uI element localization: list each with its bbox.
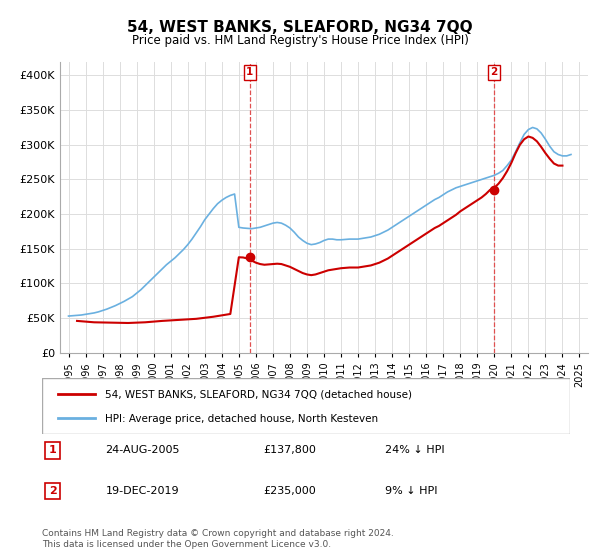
Text: £137,800: £137,800 [264, 445, 317, 455]
Text: Price paid vs. HM Land Registry's House Price Index (HPI): Price paid vs. HM Land Registry's House … [131, 34, 469, 46]
Text: 2: 2 [49, 486, 56, 496]
Text: HPI: Average price, detached house, North Kesteven: HPI: Average price, detached house, Nort… [106, 414, 379, 424]
Text: 24% ↓ HPI: 24% ↓ HPI [385, 445, 445, 455]
Text: 1: 1 [246, 67, 254, 77]
Text: 19-DEC-2019: 19-DEC-2019 [106, 486, 179, 496]
Text: 2: 2 [490, 67, 497, 77]
Text: 54, WEST BANKS, SLEAFORD, NG34 7QQ (detached house): 54, WEST BANKS, SLEAFORD, NG34 7QQ (deta… [106, 390, 412, 400]
Text: Contains HM Land Registry data © Crown copyright and database right 2024.: Contains HM Land Registry data © Crown c… [42, 529, 394, 538]
Text: 54, WEST BANKS, SLEAFORD, NG34 7QQ: 54, WEST BANKS, SLEAFORD, NG34 7QQ [127, 20, 473, 35]
FancyBboxPatch shape [42, 378, 570, 434]
Text: 1: 1 [49, 445, 56, 455]
Text: 24-AUG-2005: 24-AUG-2005 [106, 445, 180, 455]
Text: This data is licensed under the Open Government Licence v3.0.: This data is licensed under the Open Gov… [42, 540, 331, 549]
Text: 9% ↓ HPI: 9% ↓ HPI [385, 486, 438, 496]
Text: £235,000: £235,000 [264, 486, 317, 496]
